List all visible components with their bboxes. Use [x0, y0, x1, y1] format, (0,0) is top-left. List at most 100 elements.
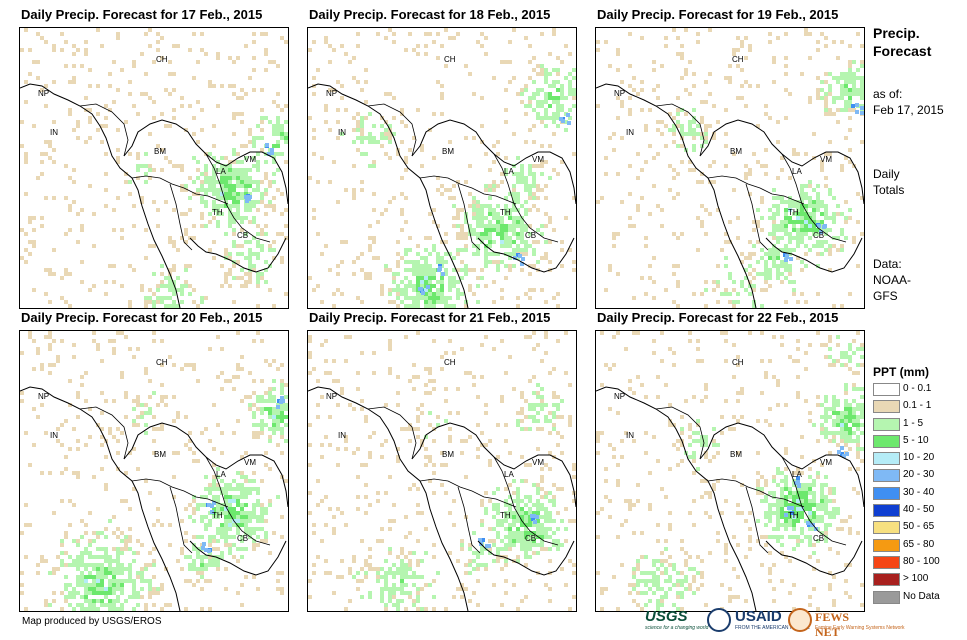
panel-title: Daily Precip. Forecast for 19 Feb., 2015 — [597, 7, 839, 22]
precip-map: CH NP IN BM LA VM TH CB — [307, 27, 577, 309]
country-label: BM — [442, 450, 454, 459]
as-of-value: Feb 17, 2015 — [873, 103, 944, 117]
coastline — [411, 422, 576, 508]
country-label: LA — [792, 167, 802, 176]
legend-swatch — [873, 486, 900, 500]
country-border — [655, 103, 705, 157]
legend-label: 65 - 80 — [903, 538, 935, 550]
legend-label: 20 - 30 — [903, 469, 935, 481]
country-label: CH — [732, 55, 744, 64]
legend-swatch — [873, 434, 900, 448]
legend-swatch — [873, 400, 900, 414]
fews-seal-icon — [788, 608, 812, 632]
heading-line-2: Forecast — [873, 43, 932, 59]
country-border — [79, 103, 129, 157]
coastline — [699, 119, 864, 205]
legend-label: 40 - 50 — [903, 504, 935, 516]
coastline — [20, 386, 181, 611]
country-label: CH — [444, 55, 456, 64]
precip-raster: CH NP IN BM LA VM TH CB — [308, 331, 576, 611]
country-border — [781, 456, 847, 546]
precip-map: CH NP IN BM LA VM TH CB — [595, 27, 865, 309]
country-label: NP — [38, 392, 49, 401]
precip-map: CH NP IN BM LA VM TH CB — [595, 330, 865, 612]
country-label: TH — [788, 511, 799, 520]
daily-totals-note: Daily Totals — [873, 166, 904, 198]
country-label: CH — [156, 358, 168, 367]
country-border — [367, 103, 417, 157]
legend-label: 0 - 0.1 — [903, 383, 932, 394]
country-label: CB — [237, 231, 248, 240]
panel-title: Daily Precip. Forecast for 20 Feb., 2015 — [21, 310, 263, 325]
country-label: NP — [326, 89, 337, 98]
coastline — [765, 237, 863, 273]
daily-line-1: Daily — [873, 167, 900, 181]
country-label: IN — [626, 431, 634, 440]
country-border — [655, 406, 705, 460]
country-border — [745, 183, 769, 251]
panel-title: Daily Precip. Forecast for 17 Feb., 2015 — [21, 7, 263, 22]
country-border — [131, 175, 229, 205]
precip-raster: CH NP IN BM LA VM TH CB — [308, 28, 576, 308]
panel-title: Daily Precip. Forecast for 21 Feb., 2015 — [309, 310, 551, 325]
country-border — [419, 478, 517, 508]
country-label: CB — [813, 231, 824, 240]
forecast-heading: Precip. Forecast — [873, 24, 931, 60]
heading-line-1: Precip. — [873, 25, 920, 41]
as-of-label: as of: — [873, 87, 903, 101]
data-label: Data: — [873, 257, 902, 271]
country-label: VM — [820, 155, 832, 164]
country-label: BM — [154, 147, 166, 156]
coastline — [477, 237, 575, 273]
country-label: TH — [212, 208, 223, 217]
legend-swatch — [873, 521, 900, 535]
country-label: VM — [244, 458, 256, 467]
country-label: TH — [212, 511, 223, 520]
country-border — [745, 486, 769, 554]
country-label: IN — [338, 431, 346, 440]
country-label: VM — [820, 458, 832, 467]
legend-swatch — [873, 383, 900, 396]
usgs-logo: USGS — [645, 608, 688, 625]
coastline — [308, 386, 469, 611]
legend-swatch — [873, 417, 900, 431]
legend-swatch — [873, 469, 900, 483]
country-border — [79, 406, 129, 460]
country-label: BM — [442, 147, 454, 156]
precip-map: CH NP IN BM LA VM TH CB — [19, 330, 289, 612]
country-label: LA — [216, 470, 226, 479]
country-label: CB — [813, 534, 824, 543]
country-border — [131, 478, 229, 508]
data-source: Data: NOAA- GFS — [873, 256, 911, 304]
data-source-line-1: NOAA- — [873, 273, 912, 287]
legend-label: 0.1 - 1 — [903, 400, 932, 412]
country-label: TH — [788, 208, 799, 217]
country-label: TH — [500, 208, 511, 217]
legend-label: 50 - 65 — [903, 521, 935, 533]
coastline — [189, 237, 287, 273]
country-label: CB — [237, 534, 248, 543]
panel-title: Daily Precip. Forecast for 22 Feb., 2015 — [597, 310, 839, 325]
legend-swatch — [873, 573, 900, 587]
legend-swatch — [873, 538, 900, 552]
map-credit: Map produced by USGS/EROS — [22, 616, 162, 627]
legend-label: 30 - 40 — [903, 486, 935, 498]
usaid-tagline: FROM THE AMERICAN PEOPLE — [735, 625, 810, 631]
country-border — [367, 406, 417, 460]
country-border — [457, 183, 481, 251]
country-label: IN — [50, 431, 58, 440]
legend-swatch — [873, 555, 900, 569]
legend-label: 5 - 10 — [903, 434, 929, 446]
country-label: NP — [614, 392, 625, 401]
coastline — [596, 83, 757, 308]
country-label: VM — [532, 458, 544, 467]
country-label: CB — [525, 231, 536, 240]
usgs-tagline: science for a changing world — [645, 625, 709, 631]
fews-tagline: Famine Early Warning Systems Network — [815, 625, 905, 631]
country-border — [781, 153, 847, 243]
legend-label: 10 - 20 — [903, 452, 935, 464]
country-label: CH — [156, 55, 168, 64]
precip-map: CH NP IN BM LA VM TH CB — [307, 330, 577, 612]
coastline — [699, 422, 864, 508]
legend-title: PPT (mm) — [873, 365, 930, 379]
